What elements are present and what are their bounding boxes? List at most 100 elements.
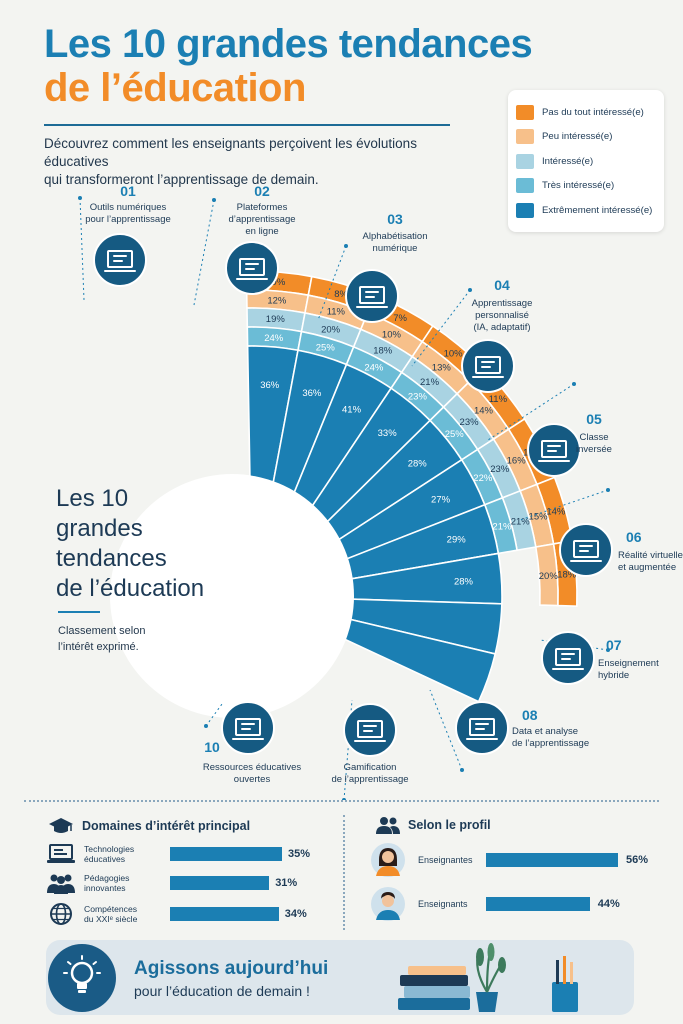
domain-label-line: Technologies éducatives xyxy=(84,844,135,864)
value-label: 21% xyxy=(492,522,512,533)
leader-line xyxy=(79,197,85,301)
profile-row: Enseignantes 56% xyxy=(370,842,648,878)
domain-label: Pédagogies innovantes xyxy=(84,873,170,893)
category-number: 05 xyxy=(586,411,602,427)
leader-dot xyxy=(212,198,216,202)
value-label: 13% xyxy=(432,363,452,374)
value-label: 7% xyxy=(393,313,407,324)
domains-header: Domaines d’intérêt principal xyxy=(48,816,250,836)
leader-dot xyxy=(342,798,346,800)
value-label: 28% xyxy=(454,577,474,588)
category-label: inversée xyxy=(576,444,612,455)
category-label: et augmentée xyxy=(618,562,676,573)
lightbulb-badge xyxy=(48,944,116,1012)
value-label: 20% xyxy=(539,571,559,582)
title-line-1: Les 10 grandes tendances xyxy=(44,22,533,66)
value-label: 23% xyxy=(408,392,428,403)
legend-item: Pas du tout intéressé(e) xyxy=(516,100,656,125)
page-title: Les 10 grandes tendances de l’éducation xyxy=(44,22,533,110)
title-line-2: de l’éducation xyxy=(44,66,306,110)
profile-row: Enseignants 44% xyxy=(370,886,620,922)
leader-line xyxy=(487,383,575,441)
center-title-line: grandes xyxy=(56,515,143,542)
value-label: 9% xyxy=(272,277,286,288)
value-label: 24% xyxy=(264,333,284,344)
category-label: Gamification xyxy=(344,762,397,773)
value-label: 14% xyxy=(546,507,566,518)
value-label: 25% xyxy=(445,429,465,440)
legend-item: Très intéressé(e) xyxy=(516,174,656,199)
leader-line xyxy=(429,689,463,771)
legend-swatch xyxy=(516,178,534,194)
legend-label: Intéressé(e) xyxy=(542,155,594,167)
radial-chart: 9%8%7%10%11%13%14%18%12%11%10%13%14%16%1… xyxy=(56,183,683,800)
domain-value: 34% xyxy=(284,908,307,920)
value-label: 11% xyxy=(489,394,508,405)
category-label: (IA, adaptatif) xyxy=(473,322,530,333)
category-label: Alphabétisation xyxy=(363,231,428,242)
leader-line xyxy=(539,639,609,651)
value-label: 10% xyxy=(382,329,402,340)
domain-bar xyxy=(170,847,282,861)
profile-header: Selon le profil xyxy=(376,816,491,834)
value-label: 8% xyxy=(334,289,348,300)
leader-line xyxy=(317,245,347,321)
legend-swatch xyxy=(516,104,534,120)
ring-segment xyxy=(534,542,559,607)
vr-headset-icon-glyph xyxy=(570,540,602,562)
value-label: 18% xyxy=(373,346,393,357)
intro-text: Découvrez comment les enseignants perçoi… xyxy=(44,135,464,189)
category-label: de l’apprentissage xyxy=(331,774,408,785)
legend-swatch xyxy=(516,202,534,218)
intro-line-1: Découvrez comment les enseignants perçoi… xyxy=(44,136,417,169)
category-number: 04 xyxy=(494,277,510,293)
legend-label: Pas du tout intéressé(e) xyxy=(542,106,644,118)
leader-dot xyxy=(606,488,610,492)
value-label: 20% xyxy=(321,324,341,335)
center-title-line: Les 10 xyxy=(56,485,128,512)
domains-title: Domaines d’intérêt principal xyxy=(82,819,251,833)
domain-value: 35% xyxy=(288,848,311,860)
leader-dot xyxy=(460,768,464,772)
domain-label-line: du XXIᵉ siècle xyxy=(84,914,138,924)
house-screen-icon-glyph xyxy=(552,648,584,670)
value-label: 27% xyxy=(431,495,451,506)
leader-dot xyxy=(344,244,348,248)
trophy-icon-glyph xyxy=(354,720,386,742)
domain-row: Pédagogies innovantes 31% xyxy=(46,872,297,894)
domain-label-line: Pédagogies xyxy=(84,873,130,883)
category-label: en ligne xyxy=(245,226,278,237)
digital-head-icon-glyph xyxy=(356,286,388,308)
value-label: 10% xyxy=(444,348,464,359)
globe-icon xyxy=(50,903,72,925)
category-label: de l’apprentissage xyxy=(512,738,589,749)
category-number: 03 xyxy=(387,211,403,227)
leader-line xyxy=(343,699,353,800)
profile-bar xyxy=(486,897,590,911)
profile-title: Selon le profil xyxy=(408,818,491,832)
value-label: 36% xyxy=(302,388,322,399)
category-label: hybride xyxy=(598,670,629,681)
legend-label: Très intéressé(e) xyxy=(542,180,615,192)
value-label: 19% xyxy=(266,314,286,325)
category-number: 01 xyxy=(120,183,136,199)
open-book-icon-glyph xyxy=(232,718,264,740)
category-number: 08 xyxy=(522,707,538,723)
category-label: Réalité virtuelle xyxy=(618,550,683,561)
value-label: 12% xyxy=(267,296,287,307)
laptop-book-icon-glyph xyxy=(104,250,136,272)
people-icon xyxy=(47,874,75,894)
center-subtitle-line: l’intérêt exprimé. xyxy=(58,641,139,653)
category-label: d’apprentissage xyxy=(228,214,295,225)
section-divider xyxy=(24,800,659,802)
legend-item: Intéressé(e) xyxy=(516,149,656,174)
center-title-line: de l’éducation xyxy=(56,575,204,602)
graduation-cap-icon xyxy=(49,818,73,833)
leader-line xyxy=(519,489,609,521)
domain-label-line: Compétences xyxy=(84,904,138,914)
domain-row: Technologies éducatives 35% xyxy=(46,843,310,865)
value-label: 18% xyxy=(557,569,577,580)
group-arrows-icon-glyph xyxy=(538,440,570,462)
value-label: 28% xyxy=(408,459,428,470)
cta-subtitle: pour l’éducation de demain ! xyxy=(134,983,310,999)
